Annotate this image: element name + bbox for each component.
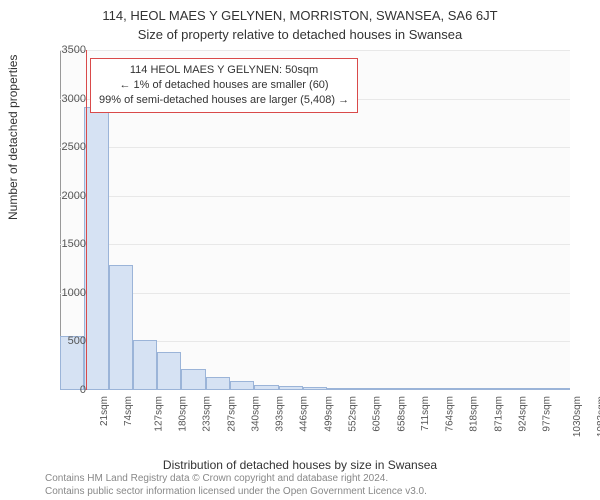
histogram-bar xyxy=(303,387,327,390)
chart-container: 114, HEOL MAES Y GELYNEN, MORRISTON, SWA… xyxy=(0,0,600,500)
histogram-bar xyxy=(521,388,545,390)
xtick-label: 977sqm xyxy=(542,396,553,432)
gridline xyxy=(60,50,570,51)
xtick-label: 74sqm xyxy=(123,396,134,426)
histogram-bar xyxy=(157,352,181,390)
xtick-label: 287sqm xyxy=(226,396,237,432)
xtick-label: 499sqm xyxy=(323,396,334,432)
histogram-bar xyxy=(449,388,473,390)
xtick-label: 924sqm xyxy=(518,396,529,432)
histogram-bar xyxy=(279,386,303,390)
xtick-label: 818sqm xyxy=(469,396,480,432)
histogram-bar xyxy=(546,388,570,390)
property-info-box: 114 HEOL MAES Y GELYNEN: 50sqm← 1% of de… xyxy=(90,58,358,113)
footer-attribution: Contains HM Land Registry data © Crown c… xyxy=(45,472,427,498)
ytick-label: 1000 xyxy=(46,287,86,299)
histogram-bar xyxy=(351,388,375,390)
ytick-label: 1500 xyxy=(46,238,86,250)
histogram-bar xyxy=(206,377,230,390)
xtick-label: 711sqm xyxy=(420,396,431,431)
info-line3: 99% of semi-detached houses are larger (… xyxy=(99,93,349,108)
xtick-label: 552sqm xyxy=(348,396,359,432)
footer-line1: Contains HM Land Registry data © Crown c… xyxy=(45,472,427,485)
y-axis-label: Number of detached properties xyxy=(6,55,20,220)
gridline xyxy=(60,147,570,148)
info-line1: 114 HEOL MAES Y GELYNEN: 50sqm xyxy=(99,63,349,78)
page-subtitle: Size of property relative to detached ho… xyxy=(0,23,600,42)
gridline xyxy=(60,196,570,197)
info-line2: ← 1% of detached houses are smaller (60) xyxy=(99,78,349,93)
histogram-bar xyxy=(327,388,351,390)
xtick-label: 446sqm xyxy=(299,396,310,432)
ytick-label: 2000 xyxy=(46,190,86,202)
histogram-bar xyxy=(424,388,448,390)
ytick-label: 0 xyxy=(46,384,86,396)
ytick-label: 3000 xyxy=(46,93,86,105)
x-axis-label: Distribution of detached houses by size … xyxy=(0,458,600,472)
xtick-label: 764sqm xyxy=(445,396,456,432)
gridline xyxy=(60,293,570,294)
xtick-label: 871sqm xyxy=(493,396,504,432)
histogram-bar xyxy=(497,388,521,390)
xtick-label: 1030sqm xyxy=(572,396,583,437)
xtick-label: 127sqm xyxy=(153,396,164,432)
ytick-label: 500 xyxy=(46,335,86,347)
histogram-bar xyxy=(473,388,497,390)
gridline xyxy=(60,244,570,245)
histogram-bar xyxy=(376,388,400,390)
ytick-label: 2500 xyxy=(46,141,86,153)
xtick-label: 233sqm xyxy=(202,396,213,432)
xtick-label: 605sqm xyxy=(372,396,383,432)
xtick-label: 658sqm xyxy=(396,396,407,432)
histogram-bar xyxy=(400,388,424,390)
histogram-bar xyxy=(109,265,133,390)
histogram-bar xyxy=(133,340,157,390)
histogram-bar xyxy=(181,369,205,390)
histogram-bar xyxy=(84,107,108,390)
ytick-label: 3500 xyxy=(46,44,86,56)
xtick-label: 180sqm xyxy=(178,396,189,432)
xtick-label: 21sqm xyxy=(99,396,110,426)
xtick-label: 393sqm xyxy=(275,396,286,432)
xtick-label: 1083sqm xyxy=(596,396,600,437)
footer-line2: Contains public sector information licen… xyxy=(45,485,427,498)
histogram-bar xyxy=(254,385,278,390)
xtick-label: 340sqm xyxy=(250,396,261,432)
page-title: 114, HEOL MAES Y GELYNEN, MORRISTON, SWA… xyxy=(0,0,600,23)
histogram-bar xyxy=(230,381,254,390)
